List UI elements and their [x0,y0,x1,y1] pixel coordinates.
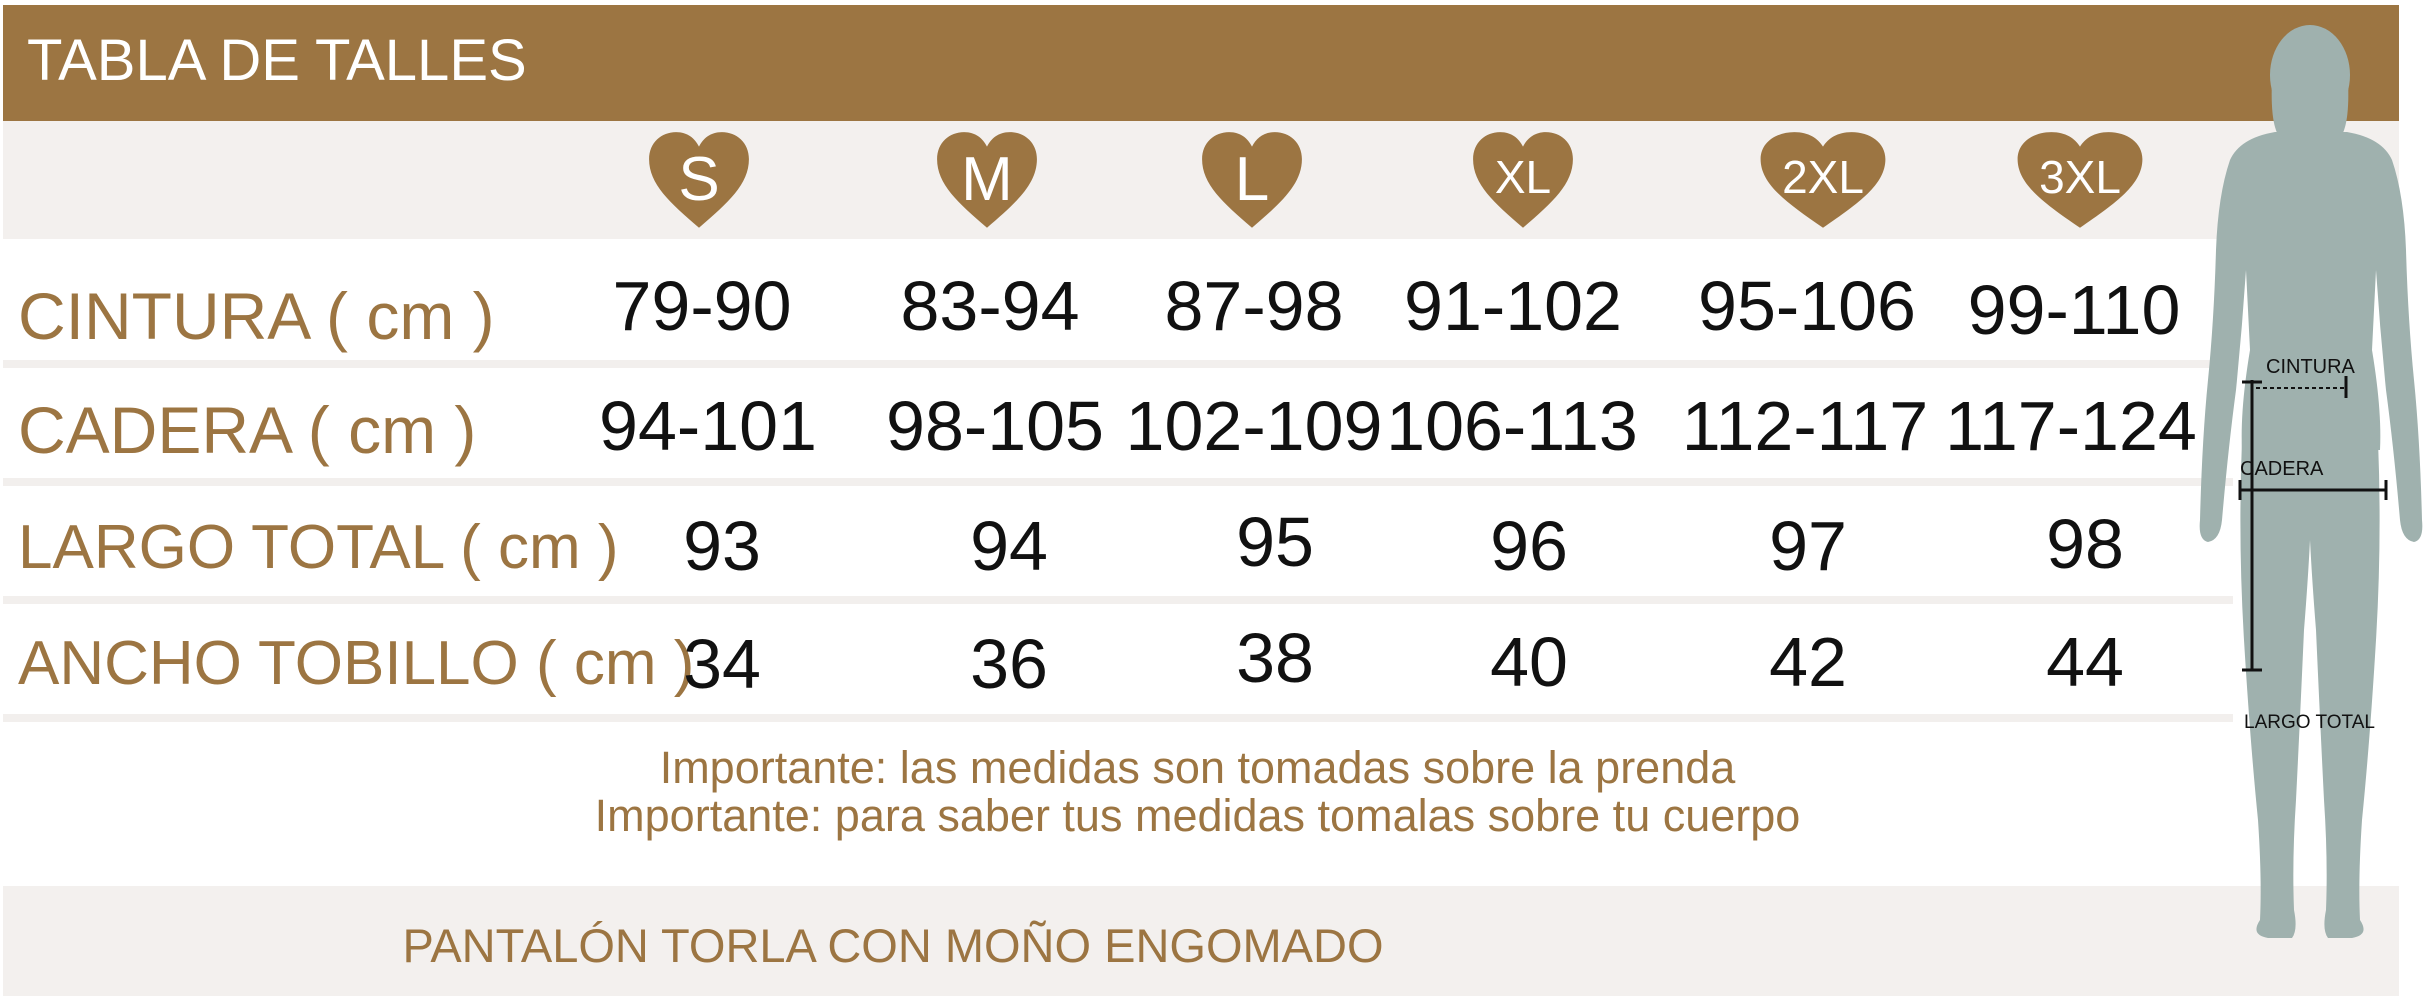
notes: Importante: las medidas son tomadas sobr… [0,744,2395,840]
table-cell: 79-90 [612,267,792,345]
footer-band: PANTALÓN TORLA CON MOÑO ENGOMADO [3,886,2399,996]
size-heart-l: L [1200,130,1304,234]
table-cell: 94-101 [599,387,817,465]
row-divider [3,714,2233,722]
size-heart-3xl: 3XL [2015,130,2145,234]
table-cell: 102-109 [1125,387,1383,465]
body-figure: CINTURA CADERA LARGO TOTAL [2180,20,2431,950]
table-cell: 94 [970,507,1048,585]
table-cell: 96 [1490,507,1568,585]
figure-label-length: LARGO TOTAL [2244,712,2375,733]
product-name: PANTALÓN TORLA CON MOÑO ENGOMADO [402,919,1384,972]
heart-icon [1202,132,1302,228]
table-cell: 38 [1236,619,1314,697]
note-line: Importante: para saber tus medidas tomal… [594,790,1801,841]
size-label-l: L [1234,145,1270,214]
table-cell: 98-105 [886,387,1104,465]
table-cell: 98 [2046,505,2124,583]
heart-icon [1760,132,1886,228]
size-heart-2xl: 2XL [1758,130,1888,234]
note-line: Importante: las medidas son tomadas sobr… [659,742,1736,793]
table-cell: 95 [1236,503,1314,581]
size-label-s: S [678,145,720,214]
heart-icon [649,132,749,228]
row-divider [3,596,2233,604]
size-heart-m: M [935,130,1039,234]
size-label-xl: XL [1494,151,1552,203]
table-cell: 34 [683,625,761,703]
table-cell: 99-110 [1967,271,2181,349]
table-cell: 42 [1769,623,1847,701]
table-cell: 93 [683,507,761,585]
row-label-largo-total: LARGO TOTAL ( cm ) [18,513,619,582]
heart-icon [937,132,1037,228]
heart-icon [1473,132,1573,228]
table-cell: 106-113 [1386,387,1638,465]
row-divider [3,360,2233,368]
size-label-m: M [961,145,1013,214]
table-cell: 44 [2046,623,2124,701]
table-title: TABLA DE TALLES [27,28,527,93]
size-header-row [3,121,2399,239]
table-cell: 83-94 [900,267,1080,345]
table-cell: 91-102 [1404,267,1622,345]
size-label-3xl: 3XL [2039,151,2121,203]
size-label-2xl: 2XL [1782,151,1864,203]
table-cell: 36 [970,625,1048,703]
row-label-ancho-tobillo: ANCHO TOBILLO ( cm ) [18,629,695,698]
heart-icon [2017,132,2143,228]
table-cell: 40 [1490,623,1568,701]
table-cell: 87-98 [1164,267,1344,345]
row-label-cintura: CINTURA ( cm ) [18,279,495,353]
table-cell: 97 [1769,507,1847,585]
table-cell: 112-117 [1681,387,1929,465]
size-heart-xl: XL [1471,130,1575,234]
body-silhouette-icon [2199,25,2423,938]
figure-label-hip: CADERA [2240,458,2324,480]
table-cell: 95-106 [1698,267,1916,345]
row-divider [3,478,2233,486]
figure-label-waist: CINTURA [2266,356,2355,378]
table-header: TABLA DE TALLES [3,5,2399,121]
size-heart-s: S [647,130,751,234]
row-label-cadera: CADERA ( cm ) [18,393,477,467]
table-cell: 117-124 [1945,387,2197,465]
